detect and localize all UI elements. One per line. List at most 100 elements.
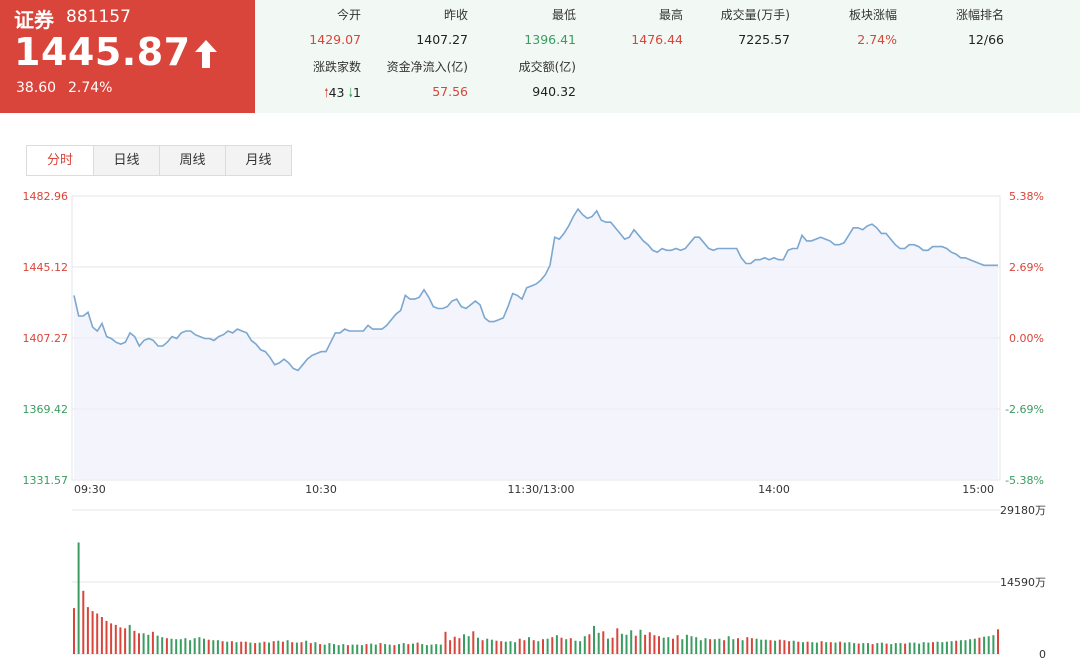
stats-panel: 今开 1429.07 昨收 1407.27 最低 1396.41 最高 1476… — [255, 0, 1080, 113]
arrow-up-icon — [195, 40, 217, 68]
volume-bar — [815, 642, 818, 654]
tab-weekly[interactable]: 周线 — [159, 146, 225, 175]
volume-bar — [788, 641, 791, 654]
volume-bar — [574, 640, 577, 654]
volume-bar — [226, 641, 229, 654]
current-price: 1445.87 — [14, 30, 191, 74]
volume-bar — [356, 644, 359, 654]
intraday-price-chart: 1482.96 5.38% 1445.12 2.69% 1407.27 0.00% 1369… — [23, 190, 1045, 496]
volume-bar — [416, 642, 419, 654]
volume-bar — [240, 641, 243, 654]
volume-bar — [959, 640, 962, 654]
up-arrow-icon: 🠑 — [324, 85, 329, 100]
stat-high-value: 1476.44 — [631, 32, 683, 47]
volume-bar — [732, 639, 735, 654]
volume-bar — [402, 643, 405, 654]
volume-bar — [82, 590, 85, 654]
volume-bar — [490, 639, 493, 654]
tab-monthly[interactable]: 月线 — [225, 146, 291, 175]
volume-bar — [839, 641, 842, 654]
tab-daily[interactable]: 日线 — [93, 146, 159, 175]
volume-bar — [681, 639, 684, 654]
volume-bar — [291, 642, 294, 654]
volume-bar — [128, 624, 131, 654]
volume-bar — [398, 644, 400, 654]
tab-intraday[interactable]: 分时 — [27, 146, 93, 175]
volume-bar — [435, 644, 438, 654]
sector-code: 881157 — [66, 7, 131, 27]
x-tick: 11:30/13:00 — [507, 483, 574, 496]
volume-bar — [755, 638, 758, 654]
volume-bar — [509, 641, 512, 654]
volume-bar — [528, 637, 530, 654]
volume-bar — [532, 640, 535, 654]
y-tick-left: 1369.42 — [23, 403, 69, 416]
volume-bar — [295, 642, 298, 654]
volume-bar — [346, 645, 349, 654]
volume-bar — [124, 628, 127, 654]
volume-bar — [992, 635, 995, 654]
stat-prev-close-value: 1407.27 — [416, 32, 468, 47]
volume-bar — [86, 607, 89, 654]
volume-bar — [658, 636, 660, 654]
volume-bar — [727, 636, 730, 654]
volume-bar — [973, 638, 976, 654]
stat-volume-label: 成交量(万手) — [720, 8, 790, 22]
volume-bar — [867, 643, 869, 654]
volume-bar — [323, 644, 326, 654]
volume-bar — [797, 641, 800, 654]
volume-bar — [286, 640, 289, 654]
volume-y-tick: 0 — [1039, 648, 1046, 660]
volume-bar — [737, 638, 739, 654]
volume-bar — [258, 642, 261, 654]
y-tick-left: 1445.12 — [23, 261, 69, 274]
volume-bar — [597, 632, 600, 654]
volume-bar — [620, 633, 623, 654]
volume-bar — [333, 644, 335, 654]
volume-bar — [676, 635, 679, 654]
volume-bar — [802, 642, 804, 654]
stat-low-label: 最低 — [551, 8, 576, 22]
volume-bar — [555, 635, 558, 654]
volume-bar — [518, 638, 521, 654]
volume-bar — [625, 634, 628, 654]
volume-bar — [690, 636, 693, 654]
y-tick-left: 1331.57 — [23, 474, 69, 487]
volume-bar — [653, 635, 656, 654]
y-tick-left: 1482.96 — [23, 190, 69, 203]
volume-bar — [477, 637, 479, 654]
volume-bar — [439, 644, 442, 654]
volume-bar — [230, 641, 233, 654]
stat-open: 今开 1429.07 — [231, 6, 361, 47]
volume-bar — [857, 643, 860, 654]
volume-bar — [983, 636, 986, 654]
volume-bar — [843, 642, 846, 654]
volume-bar — [458, 638, 461, 654]
volume-bar — [147, 634, 150, 654]
volume-bar — [997, 629, 999, 654]
y-tick-right: 2.69% — [1009, 261, 1044, 274]
volume-bar — [184, 638, 187, 654]
volume-bar — [778, 639, 781, 654]
volume-bar — [695, 637, 698, 654]
x-tick: 15:00 — [962, 483, 994, 496]
volume-bar — [876, 643, 879, 654]
volume-bar — [337, 645, 340, 654]
volume-bar — [713, 639, 716, 654]
volume-bar — [588, 634, 591, 654]
volume-bar — [783, 640, 786, 654]
volume-bar — [412, 643, 414, 654]
volume-bar — [667, 637, 670, 654]
stat-sector-gain-value: 2.74% — [857, 32, 897, 47]
stat-high-label: 最高 — [658, 8, 683, 22]
volume-bar — [453, 636, 456, 654]
volume-bar — [560, 637, 563, 654]
volume-bar — [978, 637, 981, 654]
volume-bar — [774, 640, 777, 654]
price-change-percent: 2.74% — [68, 80, 113, 96]
volume-bar — [110, 623, 113, 654]
price-line — [73, 207, 998, 372]
volume-bar — [100, 617, 103, 654]
stat-breadth: 涨跌家数 🠑43 🠓1 — [231, 58, 361, 105]
volume-bar — [593, 625, 595, 654]
